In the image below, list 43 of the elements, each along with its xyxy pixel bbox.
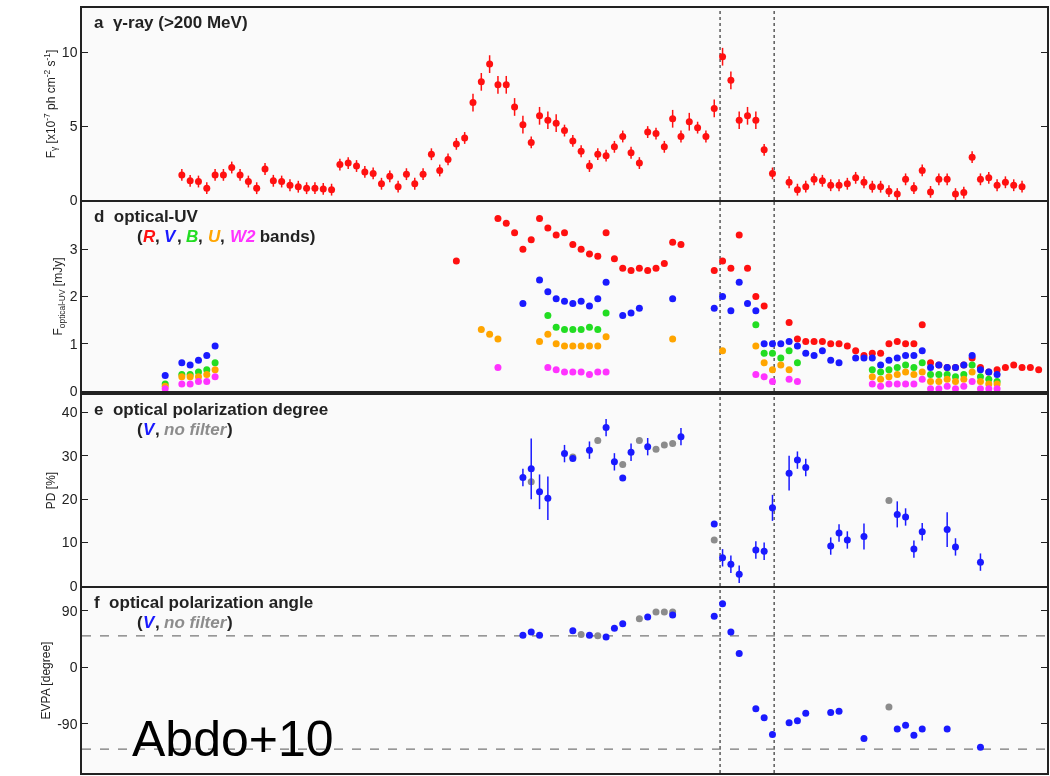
annotation: , xyxy=(155,420,165,439)
y-tick-label: 90 xyxy=(61,602,78,619)
y-tick-label: 40 xyxy=(61,404,78,421)
y-tick-label: 0 xyxy=(69,191,78,208)
text: W2 xyxy=(230,227,257,246)
text: R xyxy=(143,227,156,246)
annotation: , xyxy=(155,613,165,632)
annotation: , xyxy=(220,227,230,246)
annotation: ) xyxy=(227,613,233,632)
text: no filter xyxy=(164,420,228,439)
annotation: ( xyxy=(137,420,143,439)
y-axis-title: EVPA [degree] xyxy=(39,641,54,720)
annotation: ) xyxy=(227,420,233,439)
chart-title: a γ-ray (>200 MeV) xyxy=(94,13,248,32)
annotation: , xyxy=(198,227,208,246)
y-tick-label: 3 xyxy=(69,241,78,258)
annotation: ( xyxy=(137,613,143,632)
chart-title: e optical polarization degree xyxy=(94,400,329,419)
annotation: , xyxy=(155,227,165,246)
text: B xyxy=(186,227,199,246)
text: U xyxy=(208,227,221,246)
annotation: Abdo+10 xyxy=(132,711,334,767)
text: V xyxy=(164,227,177,246)
y-tick-label: -90 xyxy=(57,715,78,732)
y-tick-label: 10 xyxy=(61,44,78,61)
annotation: bands) xyxy=(255,227,316,246)
chart-title: d optical-UV xyxy=(94,207,199,226)
chart-title: f optical polarization angle xyxy=(94,593,314,612)
y-tick-label: 0 xyxy=(69,577,78,594)
y-tick-label: 1 xyxy=(69,335,78,352)
text: V xyxy=(143,613,156,632)
y-tick-label: 2 xyxy=(69,288,78,305)
y-tick-label: 20 xyxy=(61,491,78,508)
y-tick-label: 5 xyxy=(69,118,78,135)
text: no filter xyxy=(164,613,228,632)
text: V xyxy=(143,420,156,439)
y-tick-label: 10 xyxy=(61,534,78,551)
y-tick-label: 0 xyxy=(69,382,78,399)
annotation: ( xyxy=(137,227,143,246)
y-axis-title: PD [%] xyxy=(43,471,58,510)
y-tick-label: 0 xyxy=(69,659,78,676)
annotation: , xyxy=(177,227,187,246)
y-tick-label: 30 xyxy=(61,447,78,464)
